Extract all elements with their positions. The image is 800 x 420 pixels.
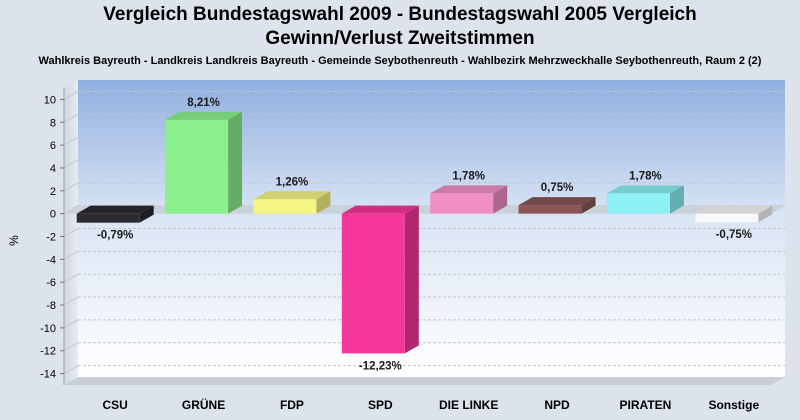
bar-top [253, 191, 331, 200]
data-label: 8,21% [187, 97, 220, 109]
bar-front [606, 193, 670, 214]
y-tick-label: 0 [50, 209, 56, 221]
bar-top [606, 185, 684, 194]
gridline-depth [63, 90, 79, 100]
bar-side [139, 205, 154, 223]
bar-front [430, 193, 494, 214]
x-tick-label: Sonstige [708, 398, 759, 412]
gridline-depth [63, 113, 79, 123]
y-tick-label: 8 [50, 117, 56, 129]
y-tick-label: -4 [46, 254, 56, 266]
y-tick-label: -6 [46, 277, 56, 289]
bar-front [695, 213, 759, 223]
bar-side [404, 205, 419, 354]
bar-top [695, 205, 773, 214]
data-label: -0,75% [716, 229, 752, 241]
bar-top [518, 197, 596, 206]
bar-sonstige [695, 205, 773, 223]
bar-side [316, 191, 331, 214]
data-label: -0,79% [97, 230, 133, 242]
x-tick-label: NPD [544, 398, 570, 412]
gridline-depth [63, 365, 79, 375]
x-tick-label: GRÜNE [182, 397, 225, 412]
x-tick-label: SPD [368, 398, 393, 412]
gridline-depth [63, 273, 79, 283]
y-axis-ticks: 10 8 6 4 2 0 -2 -4 -6 -8 -10 -12 -14 [40, 88, 65, 385]
data-label: 1,78% [629, 170, 662, 182]
gridline-depth [63, 342, 79, 352]
x-tick-label: FDP [280, 398, 304, 412]
y-tick-label: -8 [46, 300, 56, 312]
bar-side [669, 185, 684, 214]
bar-fdp [253, 191, 331, 214]
y-tick-label: 10 [44, 94, 56, 106]
y-axis-label: % [7, 235, 21, 246]
gridline-depth [63, 182, 79, 192]
y-tick-label: 2 [50, 186, 56, 198]
bar-npd [518, 197, 596, 214]
bar-front [76, 213, 140, 223]
x-tick-label: PIRATEN [620, 398, 672, 412]
y-tick-label: -2 [46, 232, 56, 244]
gridline-depth [63, 250, 79, 260]
bar-front [518, 205, 582, 214]
bar-front [341, 213, 405, 354]
gridline-depth [63, 159, 79, 169]
gridline-depth [63, 296, 79, 306]
x-tick-label: CSU [103, 398, 128, 412]
chart-subtitle: Wahlkreis Bayreuth - Landkreis Landkreis… [38, 55, 762, 67]
bar-side [228, 111, 243, 214]
data-label: 1,78% [452, 170, 485, 182]
y-tick-label: -12 [40, 346, 56, 358]
data-label: 1,26% [276, 176, 309, 188]
bar-side [758, 205, 773, 223]
chart-title-line2: Gewinn/Verlust Zweitstimmen [265, 28, 535, 49]
bars [76, 111, 773, 354]
x-tick-label: DIE LINKE [439, 398, 498, 412]
bar-piraten [606, 185, 684, 214]
y-tick-label: 6 [50, 140, 56, 152]
x-axis-categories: CSU GRÜNE FDP SPD DIE LINKE NPD PIRATEN Sonstig… [103, 397, 760, 412]
gridline-depth [63, 228, 79, 237]
data-labels: -0,79% 8,21% 1,26% -12,23% 1,78% 0,75% 1,78% -0… [97, 97, 752, 372]
data-label: -12,23% [359, 360, 402, 372]
zero-plane [64, 205, 785, 214]
bar-top [341, 205, 419, 214]
bar-side [581, 197, 596, 214]
y-tick-label: 4 [50, 163, 56, 175]
gridline-depth [63, 136, 79, 146]
bar-top [76, 205, 154, 214]
bar-top [430, 185, 508, 194]
y-tick-label: -14 [40, 369, 56, 381]
bar-csu [76, 205, 154, 223]
bar-grüne [165, 111, 243, 214]
bar-spd [341, 205, 419, 354]
bar-front [253, 199, 317, 214]
data-label: 0,75% [541, 182, 574, 194]
zero-plane-surface [64, 205, 785, 214]
gridline-depth [63, 319, 79, 329]
bar-top [165, 111, 243, 120]
floor [64, 377, 785, 385]
bar-die-linke [430, 185, 508, 214]
y-tick-label: -10 [40, 323, 56, 335]
chart-title-line1: Vergleich Bundestagswahl 2009 - Bundesta… [103, 4, 697, 25]
bar-front [165, 119, 229, 214]
bar-side [493, 185, 508, 214]
